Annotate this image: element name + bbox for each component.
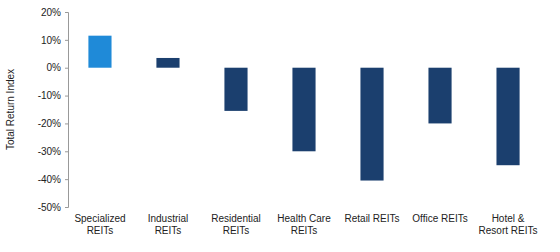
bar: [156, 58, 179, 68]
bar: [360, 68, 383, 181]
bar: [496, 68, 519, 166]
x-tick-label: Office REITs: [412, 213, 467, 224]
y-tick: 0%: [47, 62, 68, 73]
y-tick: -20%: [38, 118, 68, 129]
y-tick: -30%: [38, 146, 68, 157]
x-tick-label: IndustrialREITs: [148, 213, 189, 236]
x-tick-label: SpecializedREITs: [74, 213, 125, 236]
bar: [292, 68, 315, 152]
x-tick-label: Retail REITs: [345, 213, 400, 224]
y-tick-mark: [65, 12, 68, 13]
x-tick: ResidentialREITs: [211, 207, 260, 236]
y-tick: -40%: [38, 174, 68, 185]
y-axis-title: Total Return Index: [5, 69, 16, 150]
bar: [224, 68, 247, 111]
y-tick-label: 10%: [41, 35, 61, 46]
bar: [88, 36, 111, 68]
bars: [88, 36, 519, 181]
x-tick-label: Health CareREITs: [277, 213, 331, 236]
y-axis-line: [65, 13, 69, 208]
y-tick-label: -40%: [38, 174, 61, 185]
y-tick-mark: [65, 40, 68, 41]
y-tick-label: -30%: [38, 146, 61, 157]
x-tick-label: ResidentialREITs: [211, 213, 260, 236]
x-tick-label: Hotel &Resort REITs: [479, 213, 538, 236]
y-axis: -50% -40% -30% -20% -10% 0% 10% 20%: [38, 7, 69, 213]
bar: [428, 68, 451, 124]
y-tick: 20%: [41, 7, 68, 18]
x-tick: IndustrialREITs: [148, 207, 189, 236]
y-tick-mark: [65, 123, 68, 124]
x-tick: SpecializedREITs: [74, 207, 125, 236]
y-tick-label: -50%: [38, 202, 61, 213]
x-axis: SpecializedREITs IndustrialREITs Residenti…: [74, 207, 537, 236]
y-tick-mark: [65, 96, 68, 97]
y-tick: -10%: [38, 90, 68, 101]
y-tick-mark: [65, 68, 68, 69]
y-tick-label: 0%: [47, 62, 62, 73]
x-tick: Hotel &Resort REITs: [479, 207, 538, 236]
y-tick-label: -10%: [38, 90, 61, 101]
y-tick-mark: [65, 179, 68, 180]
y-tick-label: 20%: [41, 7, 61, 18]
y-tick-mark: [65, 207, 68, 208]
chart: -50% -40% -30% -20% -10% 0% 10% 20% SpecializedR…: [0, 0, 560, 252]
x-tick: Retail REITs: [345, 207, 400, 224]
y-tick: 10%: [41, 35, 68, 46]
y-tick: -50%: [38, 202, 68, 213]
x-tick: Office REITs: [412, 207, 467, 224]
x-tick: Health CareREITs: [277, 207, 331, 236]
y-tick-label: -20%: [38, 118, 61, 129]
y-tick-mark: [65, 151, 68, 152]
